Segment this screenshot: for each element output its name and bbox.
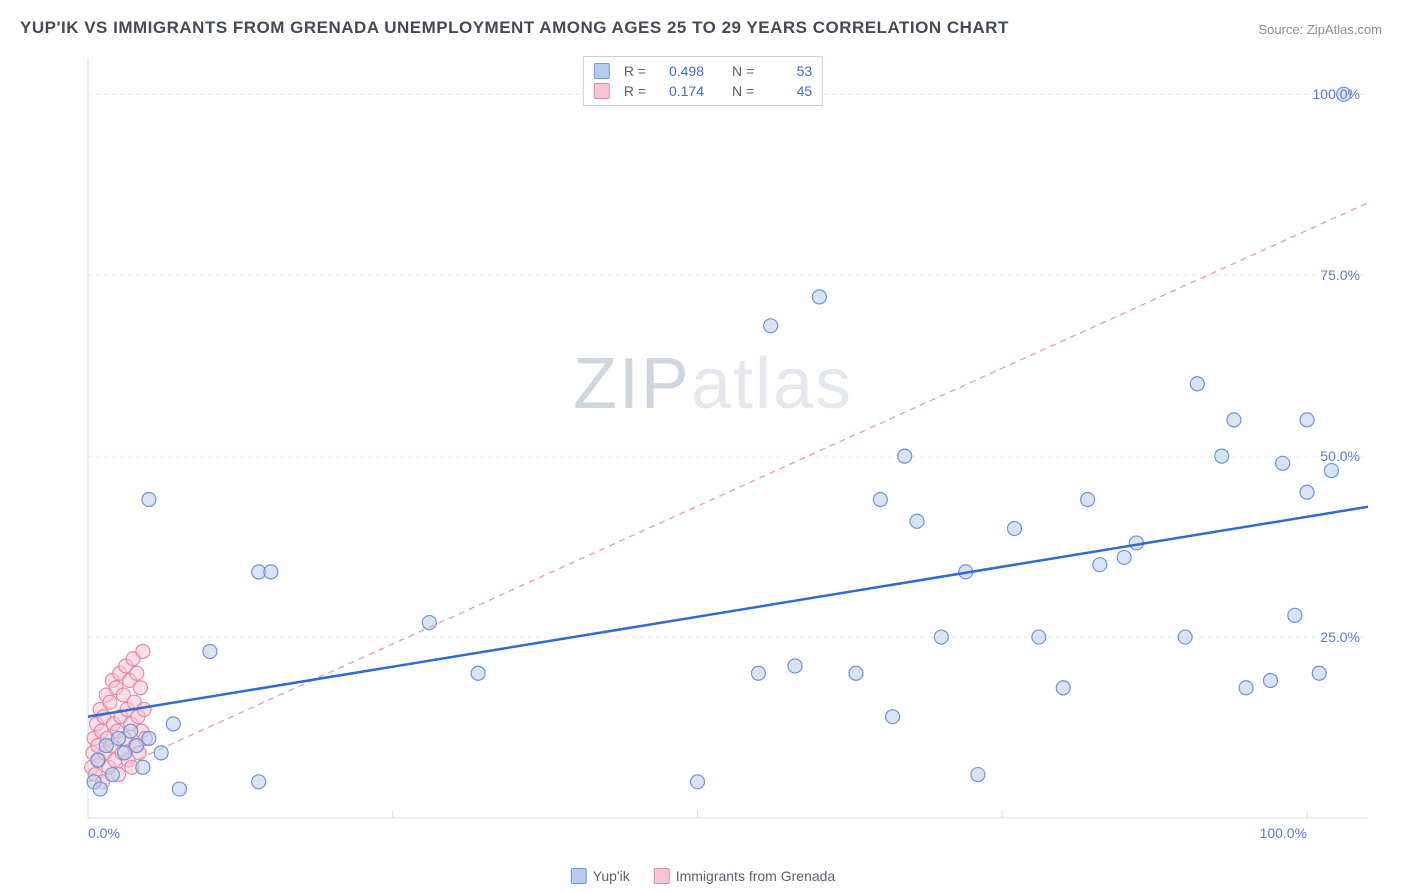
data-point	[1263, 673, 1277, 687]
legend-item: Yup'ik	[571, 868, 630, 884]
data-point	[1288, 608, 1302, 622]
data-point	[1239, 681, 1253, 695]
data-point	[812, 290, 826, 304]
data-point	[133, 681, 147, 695]
data-point	[849, 666, 863, 680]
n-label: N =	[732, 63, 754, 79]
data-point	[1056, 681, 1070, 695]
scatter-chart: 25.0% 50.0% 75.0% 100.0% 0.0% 100.0%	[48, 48, 1378, 848]
data-point	[751, 666, 765, 680]
data-point	[124, 724, 138, 738]
r-value: 0.498	[654, 63, 704, 79]
data-point	[111, 731, 125, 745]
data-point	[103, 695, 117, 709]
data-point	[1032, 630, 1046, 644]
data-point	[1215, 449, 1229, 463]
data-point	[142, 493, 156, 507]
data-point	[873, 493, 887, 507]
x-tick-label: 0.0%	[88, 825, 120, 841]
data-point	[118, 746, 132, 760]
data-point	[1093, 558, 1107, 572]
data-point	[1227, 413, 1241, 427]
data-point	[471, 666, 485, 680]
r-label: R =	[624, 83, 646, 99]
x-tick-label: 100.0%	[1260, 825, 1307, 841]
chart-area: 25.0%50.0%75.0%100.0%0.0%100.0% ZIPatlas	[48, 48, 1378, 848]
chart-title: YUP'IK VS IMMIGRANTS FROM GRENADA UNEMPL…	[20, 18, 1009, 38]
legend-label: Immigrants from Grenada	[676, 868, 836, 884]
data-point	[105, 768, 119, 782]
data-point	[1117, 550, 1131, 564]
data-point	[934, 630, 948, 644]
data-point	[136, 760, 150, 774]
source-attribution: Source: ZipAtlas.com	[1258, 22, 1382, 37]
y-tick-label: 100.0%	[1313, 86, 1360, 102]
n-label: N =	[732, 83, 754, 99]
data-point	[1300, 413, 1314, 427]
data-point	[886, 710, 900, 724]
data-point	[788, 659, 802, 673]
data-point	[142, 731, 156, 745]
legend-label: Yup'ik	[593, 868, 630, 884]
y-tick-label: 50.0%	[1320, 448, 1360, 464]
n-value: 53	[762, 63, 812, 79]
data-point	[1276, 456, 1290, 470]
data-point	[154, 746, 168, 760]
data-point	[172, 782, 186, 796]
y-tick-label: 75.0%	[1320, 267, 1360, 283]
legend-swatch	[594, 83, 610, 99]
data-point	[764, 319, 778, 333]
data-point	[252, 775, 266, 789]
legend-item: Immigrants from Grenada	[654, 868, 836, 884]
data-point	[99, 739, 113, 753]
legend-correlation-row: R = 0.174 N = 45	[594, 81, 812, 101]
r-label: R =	[624, 63, 646, 79]
n-value: 45	[762, 83, 812, 99]
data-point	[691, 775, 705, 789]
legend-swatch	[654, 868, 670, 884]
data-point	[422, 616, 436, 630]
data-point	[130, 739, 144, 753]
y-tick-label: 25.0%	[1320, 629, 1360, 645]
data-point	[166, 717, 180, 731]
data-point	[910, 514, 924, 528]
data-point	[898, 449, 912, 463]
legend-correlation-row: R = 0.498 N = 53	[594, 61, 812, 81]
correlation-legend: R = 0.498 N = 53 R = 0.174 N = 45	[583, 56, 823, 106]
data-point	[1324, 464, 1338, 478]
data-point	[1190, 377, 1204, 391]
data-point	[93, 782, 107, 796]
data-point	[136, 645, 150, 659]
r-value: 0.174	[654, 83, 704, 99]
data-point	[1007, 521, 1021, 535]
data-point	[264, 565, 278, 579]
data-point	[1300, 485, 1314, 499]
data-point	[971, 768, 985, 782]
data-point	[91, 753, 105, 767]
data-point	[1312, 666, 1326, 680]
legend-swatch	[594, 63, 610, 79]
series-legend: Yup'ik Immigrants from Grenada	[571, 868, 835, 884]
data-point	[1081, 493, 1095, 507]
data-point	[1178, 630, 1192, 644]
data-point	[130, 666, 144, 680]
data-point	[203, 645, 217, 659]
legend-swatch	[571, 868, 587, 884]
